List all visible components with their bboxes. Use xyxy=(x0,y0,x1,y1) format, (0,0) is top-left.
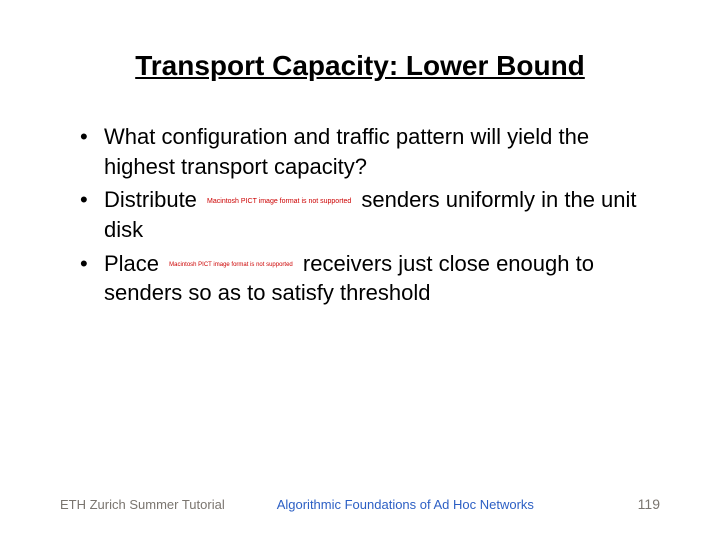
footer-page-number: 119 xyxy=(638,496,660,512)
bullet-text-pre: Distribute xyxy=(104,187,203,212)
footer-center: Algorithmic Foundations of Ad Hoc Networ… xyxy=(277,497,534,512)
bullet-text-pre: Place xyxy=(104,251,165,276)
bullet-text-post: receivers just close enough to senders s… xyxy=(104,251,594,306)
footer-left: ETH Zurich Summer Tutorial xyxy=(60,497,225,512)
slide-footer: ETH Zurich Summer Tutorial Algorithmic F… xyxy=(0,496,720,512)
bullet-item: • What configuration and traffic pattern… xyxy=(80,122,660,181)
bullet-marker: • xyxy=(80,249,104,308)
missing-image-icon: Macintosh PICT image format is not suppo… xyxy=(203,198,355,205)
slide: Transport Capacity: Lower Bound • What c… xyxy=(0,0,720,540)
slide-title: Transport Capacity: Lower Bound xyxy=(60,50,660,82)
bullet-text: Place Macintosh PICT image format is not… xyxy=(104,249,660,308)
missing-image-icon: Macintosh PICT image format is not suppo… xyxy=(165,262,297,268)
bullet-marker: • xyxy=(80,122,104,181)
bullet-text: Distribute Macintosh PICT image format i… xyxy=(104,185,660,244)
bullet-item: • Place Macintosh PICT image format is n… xyxy=(80,249,660,308)
bullet-item: • Distribute Macintosh PICT image format… xyxy=(80,185,660,244)
bullet-list: • What configuration and traffic pattern… xyxy=(60,122,660,308)
bullet-marker: • xyxy=(80,185,104,244)
bullet-text: What configuration and traffic pattern w… xyxy=(104,122,660,181)
bullet-text-pre: What configuration and traffic pattern w… xyxy=(104,124,589,179)
